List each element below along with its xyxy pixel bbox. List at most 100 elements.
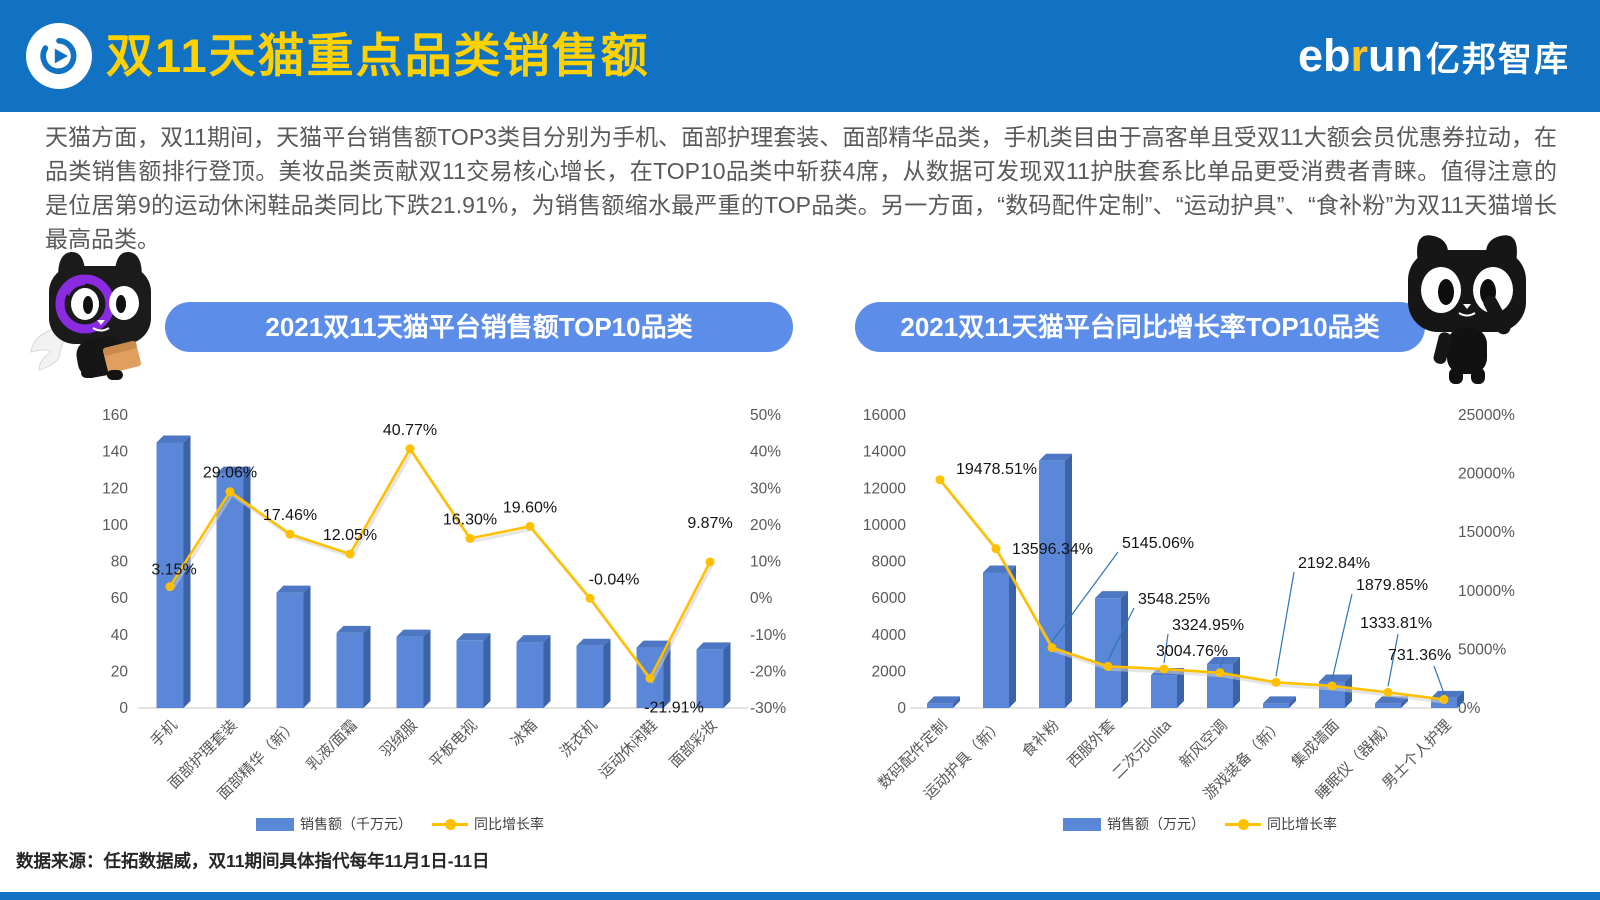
right-axis-tick: 0% xyxy=(750,590,773,607)
data-label: 3.15% xyxy=(151,562,196,579)
line-point xyxy=(1215,668,1225,678)
data-label: 731.36% xyxy=(1388,647,1451,664)
data-label: 2192.84% xyxy=(1298,555,1370,572)
bar xyxy=(576,638,611,708)
left-axis-tick: 20 xyxy=(111,663,129,680)
data-label: 1333.81% xyxy=(1360,615,1432,632)
category-label: 二次元lolita xyxy=(1109,716,1175,782)
right-axis-tick: -10% xyxy=(750,627,786,644)
left-axis-tick: 100 xyxy=(102,517,128,534)
bar xyxy=(927,696,960,708)
data-label: 16.30% xyxy=(443,511,497,528)
right-axis-tick: 15000% xyxy=(1458,524,1515,541)
data-label: 17.46% xyxy=(263,507,317,524)
category-label: 洗衣机 xyxy=(557,717,601,761)
left-axis-tick: 12000 xyxy=(863,480,906,497)
label-leader-line xyxy=(1107,607,1135,661)
left-axis-tick: 2000 xyxy=(872,663,907,680)
data-label: -21.91% xyxy=(644,699,704,716)
data-label: 3004.76% xyxy=(1156,643,1228,660)
left-axis-tick: 0 xyxy=(119,700,128,717)
right-axis-tick: 25000% xyxy=(1458,407,1515,424)
left-chart-title: 2021双11天猫平台销售额TOP10品类 xyxy=(265,312,693,342)
data-label: 29.06% xyxy=(203,465,257,482)
category-label: 乳液/面霜 xyxy=(303,717,360,774)
line-point xyxy=(1383,687,1393,697)
left-axis-tick: 120 xyxy=(102,480,128,497)
line-point xyxy=(405,444,415,454)
right-axis-tick: 20% xyxy=(750,517,781,534)
brand-text: eb xyxy=(1297,30,1351,81)
bar xyxy=(1263,696,1296,708)
line-point xyxy=(1103,661,1113,671)
label-leader-line xyxy=(1331,593,1353,681)
bar xyxy=(336,625,371,708)
label-leader-line xyxy=(1433,665,1445,694)
bar xyxy=(983,565,1016,708)
label-leader-line xyxy=(1051,551,1119,643)
line-point xyxy=(1159,664,1169,674)
right-chart-title-banner: 2021双11天猫平台同比增长率TOP10品类 xyxy=(855,302,1425,352)
bar xyxy=(696,642,731,708)
bar xyxy=(516,635,551,708)
line-point xyxy=(935,475,945,485)
data-label: 19478.51% xyxy=(956,461,1037,478)
line-point xyxy=(645,673,655,683)
left-chart-title-banner: 2021双11天猫平台销售额TOP10品类 xyxy=(165,302,793,352)
line-point xyxy=(225,487,235,497)
left-axis-tick: 40 xyxy=(111,627,129,644)
bar xyxy=(1207,657,1240,708)
legend-line-swatch xyxy=(1225,818,1261,830)
ebrun-circle-play-icon xyxy=(26,23,92,89)
brand-text-accent: r xyxy=(1350,30,1369,81)
label-leader-line xyxy=(1387,633,1399,687)
right-axis-tick: 10000% xyxy=(1458,583,1515,600)
label-leader-line xyxy=(1275,571,1295,677)
bar xyxy=(156,435,191,708)
right-axis-tick: 30% xyxy=(750,480,781,497)
brand-text-cn: 亿邦智库 xyxy=(1426,41,1570,79)
right-axis-tick: 0% xyxy=(1458,700,1481,717)
data-label: -0.04% xyxy=(589,571,640,588)
data-source-note: 数据来源：任拓数据威，双11期间具体指代每年11月1日-11日 xyxy=(16,851,490,871)
legend-line-label: 同比增长率 xyxy=(1267,816,1337,832)
legend-bar-swatch xyxy=(1063,817,1101,831)
bar xyxy=(1095,591,1128,708)
line-point xyxy=(285,529,295,539)
page-title: 双11天猫重点品类销售额 xyxy=(106,29,650,82)
line-point xyxy=(1271,677,1281,687)
left-axis-tick: 16000 xyxy=(863,407,906,424)
data-label: 19.60% xyxy=(503,499,557,516)
bar xyxy=(1375,696,1408,708)
left-axis-tick: 160 xyxy=(102,407,128,424)
left-axis-tick: 14000 xyxy=(863,444,906,461)
line-point xyxy=(1047,643,1057,653)
bottom-accent-strip xyxy=(0,892,1600,900)
header-bar: 双11天猫重点品类销售额 ebrun亿邦智库 xyxy=(0,0,1600,112)
ebrun-brand-logo: ebrun亿邦智库 xyxy=(1298,30,1570,82)
growth-top10-chart: 0 2000 4000 6000 8000 10000 12000 14000 16000 0% 5… xyxy=(800,390,1600,860)
chart-legend: 销售额（千万元） 同比增长率 xyxy=(0,814,800,834)
bar xyxy=(1039,453,1072,708)
brand-text: un xyxy=(1368,30,1423,81)
right-chart-title: 2021双11天猫平台同比增长率TOP10品类 xyxy=(900,312,1380,342)
data-label: 1879.85% xyxy=(1356,577,1428,594)
legend-bar-swatch xyxy=(256,817,294,831)
category-label: 西服外套 xyxy=(1064,717,1118,771)
data-label: 13596.34% xyxy=(1012,541,1093,558)
legend-line-swatch xyxy=(432,818,468,830)
line-point xyxy=(165,582,175,592)
line-shadow xyxy=(170,448,714,685)
line-point xyxy=(465,533,475,543)
line-point xyxy=(345,549,355,559)
line-point xyxy=(705,557,715,567)
right-axis-tick: 10% xyxy=(750,554,781,571)
left-axis-tick: 6000 xyxy=(872,590,907,607)
left-axis-tick: 4000 xyxy=(872,627,907,644)
data-label: 3548.25% xyxy=(1138,591,1210,608)
growth-line xyxy=(168,446,712,681)
right-axis-tick: 40% xyxy=(750,444,781,461)
label-leader-line xyxy=(1219,657,1225,668)
tmall-cat-with-box-icon xyxy=(25,240,175,385)
